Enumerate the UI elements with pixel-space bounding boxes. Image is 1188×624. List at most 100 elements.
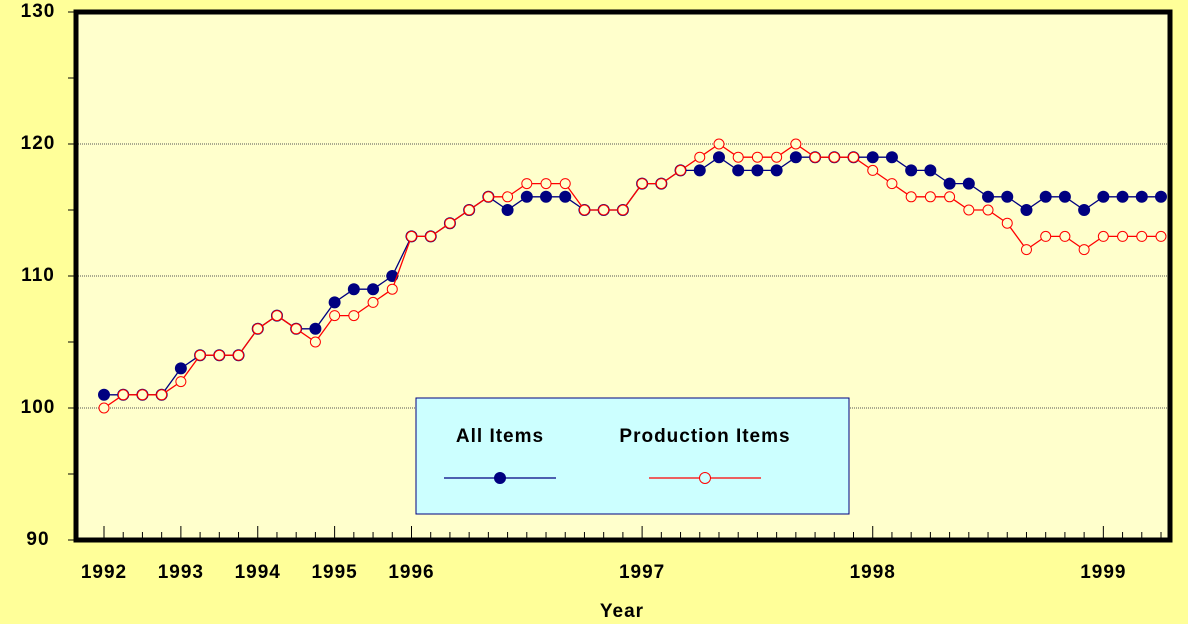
data-point [693, 164, 706, 177]
data-point [866, 151, 879, 164]
data-point [1117, 230, 1129, 242]
data-point [175, 376, 187, 388]
data-point [982, 204, 994, 216]
data-point [1059, 230, 1071, 242]
x-tick-label: 1992 [81, 562, 127, 583]
x-tick-label: 1995 [311, 562, 357, 583]
x-tick-label: 1993 [158, 562, 204, 583]
data-point [828, 151, 840, 163]
data-point [425, 230, 437, 242]
x-tick-label: 1994 [235, 562, 281, 583]
data-point [924, 191, 936, 203]
data-point [271, 310, 283, 322]
y-tick-label: 110 [21, 265, 55, 286]
data-point [501, 204, 514, 216]
data-point [770, 164, 783, 177]
data-point [732, 164, 745, 177]
data-point [578, 204, 590, 216]
data-point [713, 138, 725, 150]
data-point [809, 151, 821, 163]
legend-marker [494, 472, 506, 484]
data-point [1040, 230, 1052, 242]
legend-marker [699, 472, 711, 484]
data-point [962, 177, 975, 190]
data-point [1097, 230, 1109, 242]
legend-label: All Items [456, 426, 544, 447]
x-tick-label: 1997 [619, 562, 665, 583]
data-point [98, 402, 110, 414]
data-point [675, 164, 687, 176]
data-point [290, 323, 302, 335]
data-point [598, 204, 610, 216]
data-point [559, 190, 572, 203]
data-point [386, 270, 399, 282]
data-point [712, 151, 725, 164]
data-point [655, 178, 667, 190]
plot-border [73, 9, 1173, 543]
data-point [1097, 190, 1110, 203]
data-point [463, 204, 475, 216]
data-point [1078, 244, 1090, 256]
data-point [540, 190, 553, 203]
data-point [1136, 230, 1148, 242]
data-point [386, 283, 398, 295]
data-point [636, 178, 648, 190]
y-tick-label: 130 [21, 1, 56, 22]
data-point [309, 336, 321, 348]
data-point [405, 230, 417, 242]
data-point [1116, 190, 1129, 203]
data-point [944, 191, 956, 203]
data-point [367, 283, 380, 296]
data-point [1001, 190, 1014, 203]
data-point [502, 191, 514, 203]
data-point [924, 164, 937, 177]
data-point [521, 178, 533, 190]
data-point [1078, 204, 1091, 216]
data-point [751, 164, 764, 177]
data-point [1020, 244, 1032, 256]
data-point [444, 217, 456, 229]
data-point [732, 151, 744, 163]
data-point [98, 388, 110, 401]
data-point [252, 323, 264, 335]
data-point [117, 389, 129, 401]
data-point [520, 190, 533, 203]
data-point [1135, 190, 1148, 203]
data-point [867, 164, 879, 176]
data-point [194, 349, 206, 361]
data-point [617, 204, 629, 216]
data-point [943, 177, 956, 190]
x-axis-label: Year [600, 601, 644, 622]
legend-box [415, 397, 850, 515]
x-tick-label: 1998 [850, 562, 896, 583]
data-point [174, 362, 187, 375]
x-tick-label: 1999 [1080, 562, 1126, 583]
data-point [328, 296, 341, 309]
data-point [771, 151, 783, 163]
data-point [905, 191, 917, 203]
y-tick-label: 100 [21, 397, 56, 418]
data-point [233, 349, 245, 361]
data-point [540, 178, 552, 190]
data-point [886, 178, 898, 190]
data-point [982, 190, 995, 203]
data-point [136, 389, 148, 401]
data-point [559, 178, 571, 190]
data-point [905, 164, 918, 177]
legend-label: Production Items [619, 426, 790, 447]
data-point [367, 296, 379, 308]
x-tick-label: 1996 [388, 562, 434, 583]
data-point [751, 151, 763, 163]
data-point [482, 191, 494, 203]
data-point [213, 349, 225, 361]
data-point [848, 151, 860, 163]
data-point [694, 151, 706, 163]
data-point [329, 310, 341, 322]
data-point [156, 389, 168, 401]
data-point [1155, 190, 1167, 203]
data-point [1155, 230, 1167, 242]
data-point [347, 283, 360, 296]
data-point [1020, 204, 1033, 216]
data-point [1058, 190, 1071, 203]
